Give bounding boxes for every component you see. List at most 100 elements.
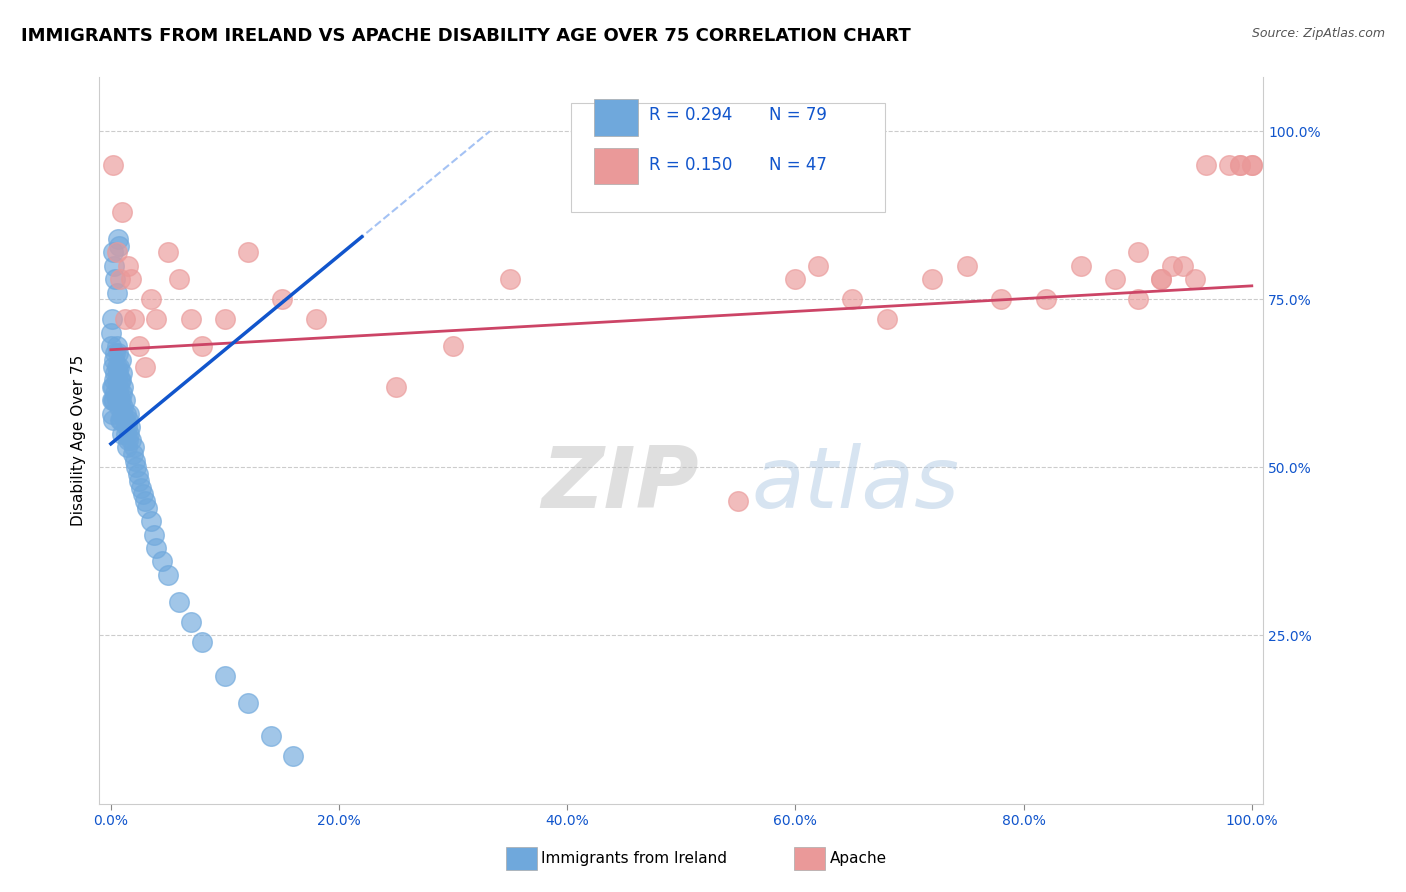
Point (305, 312, 328, 326)
Point (121, 447, 143, 461)
Point (101, 245, 124, 260)
Point (191, 339, 214, 353)
Point (283, 749, 305, 764)
Point (259, 729, 281, 743)
Point (117, 259, 139, 273)
Point (117, 413, 139, 427)
Point (104, 272, 127, 286)
Point (107, 366, 129, 380)
FancyBboxPatch shape (595, 99, 638, 136)
Point (990, 293, 1012, 307)
Point (214, 669, 236, 683)
Point (101, 158, 124, 172)
Point (111, 205, 134, 219)
Point (111, 386, 134, 401)
Point (101, 359, 124, 374)
Point (921, 272, 943, 286)
Point (129, 481, 152, 495)
Text: ZIP: ZIP (541, 442, 699, 525)
Point (150, 554, 173, 568)
Point (127, 467, 149, 481)
Point (110, 352, 132, 367)
Point (1126, 293, 1149, 307)
Point (112, 400, 135, 414)
Point (1229, 158, 1251, 172)
Text: Immigrants from Ireland: Immigrants from Ireland (541, 851, 727, 865)
Point (107, 232, 129, 246)
Point (110, 393, 132, 408)
Point (1035, 293, 1057, 307)
Point (841, 293, 863, 307)
Point (169, 595, 191, 609)
Point (785, 272, 807, 286)
Point (105, 339, 128, 353)
Point (156, 245, 179, 260)
Point (110, 413, 132, 427)
Text: R = 0.150: R = 0.150 (648, 155, 733, 174)
Point (105, 285, 128, 300)
Point (104, 386, 127, 401)
Point (1149, 272, 1171, 286)
Point (124, 453, 146, 467)
Point (101, 393, 124, 408)
Y-axis label: Disability Age Over 75: Disability Age Over 75 (72, 355, 86, 526)
Point (100, 326, 122, 340)
Point (1240, 158, 1263, 172)
Point (120, 420, 142, 434)
Point (104, 346, 127, 360)
Point (114, 413, 136, 427)
Point (103, 393, 125, 408)
Point (145, 541, 167, 555)
Point (114, 312, 136, 326)
FancyBboxPatch shape (571, 103, 884, 211)
Point (1070, 259, 1092, 273)
Point (101, 380, 124, 394)
Point (105, 245, 128, 260)
Point (955, 259, 977, 273)
FancyBboxPatch shape (595, 148, 638, 184)
Point (115, 420, 138, 434)
Text: Apache: Apache (830, 851, 887, 865)
Point (1184, 272, 1206, 286)
Point (100, 339, 122, 353)
Point (139, 514, 162, 528)
Point (108, 373, 131, 387)
Point (180, 312, 202, 326)
Point (118, 426, 141, 441)
Point (1149, 272, 1171, 286)
Point (214, 312, 236, 326)
Point (122, 312, 145, 326)
Point (441, 339, 464, 353)
Point (156, 568, 179, 582)
Point (727, 494, 749, 508)
Point (108, 272, 131, 286)
Point (111, 426, 134, 441)
Point (103, 352, 125, 367)
Point (101, 393, 124, 408)
Point (114, 426, 136, 441)
Point (110, 373, 132, 387)
Text: N = 79: N = 79 (769, 106, 827, 124)
Point (139, 293, 162, 307)
Point (1126, 245, 1149, 260)
Point (101, 380, 124, 394)
Point (107, 386, 129, 401)
Point (1229, 158, 1251, 172)
Point (385, 380, 408, 394)
Point (108, 380, 131, 394)
Point (111, 366, 134, 380)
Point (115, 440, 138, 454)
Point (1173, 259, 1195, 273)
Text: N = 47: N = 47 (769, 155, 827, 174)
Point (128, 339, 150, 353)
Point (117, 434, 139, 448)
Point (108, 393, 131, 408)
Point (191, 635, 214, 649)
Point (1218, 158, 1240, 172)
Point (128, 474, 150, 488)
Point (108, 400, 131, 414)
Point (236, 245, 259, 260)
Point (236, 696, 259, 710)
Point (101, 413, 124, 427)
Point (271, 293, 294, 307)
